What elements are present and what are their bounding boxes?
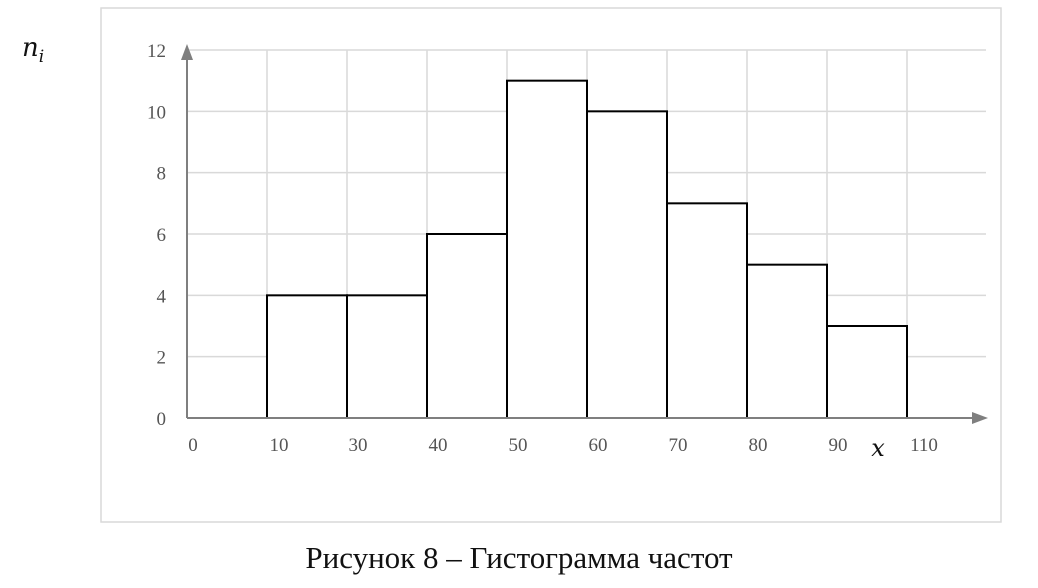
histogram-bar — [746, 263, 828, 419]
y-tick-label: 10 — [147, 102, 166, 123]
x-tick-label: 30 — [349, 435, 368, 456]
figure-caption: Рисунок 8 – Гистограмма частот — [305, 540, 733, 575]
x-tick-label: 40 — [429, 435, 448, 456]
y-axis-arrow — [181, 44, 193, 60]
histogram-bar — [426, 233, 508, 419]
y-axis-label-main: n — [22, 33, 39, 63]
x-tick-label: 50 — [509, 435, 528, 456]
y-tick-label: 6 — [157, 225, 167, 246]
x-tick-label: 110 — [910, 435, 938, 456]
axes — [181, 44, 988, 424]
histogram-bar — [826, 325, 908, 419]
x-tick-label: 0 — [188, 435, 198, 456]
y-tick-label: 2 — [157, 348, 167, 369]
x-axis-arrow — [972, 412, 988, 424]
y-tick-labels: 0 2 4 6 8 10 12 — [147, 41, 167, 430]
x-tick-label: 60 — [589, 435, 608, 456]
y-axis-label-sub: i — [39, 47, 44, 67]
histogram-bar — [346, 294, 428, 420]
x-tick-label: 70 — [669, 435, 688, 456]
x-tick-labels: 0 10 30 40 50 60 70 80 90 110 — [188, 435, 938, 456]
histogram-bar — [506, 79, 588, 420]
x-tick-label: 10 — [270, 435, 289, 456]
y-tick-label: 12 — [147, 41, 166, 62]
histogram-bar — [586, 110, 668, 419]
histogram-bars — [266, 79, 908, 420]
y-tick-label: 8 — [157, 164, 167, 185]
histogram-bar — [266, 294, 348, 420]
y-tick-label: 0 — [157, 409, 167, 430]
x-tick-label: 80 — [749, 435, 768, 456]
histogram-bar — [666, 202, 748, 419]
y-tick-label: 4 — [157, 286, 167, 307]
x-tick-label: 90 — [829, 435, 848, 456]
y-axis-label: ni — [22, 33, 44, 67]
x-axis-label: x — [871, 434, 885, 462]
